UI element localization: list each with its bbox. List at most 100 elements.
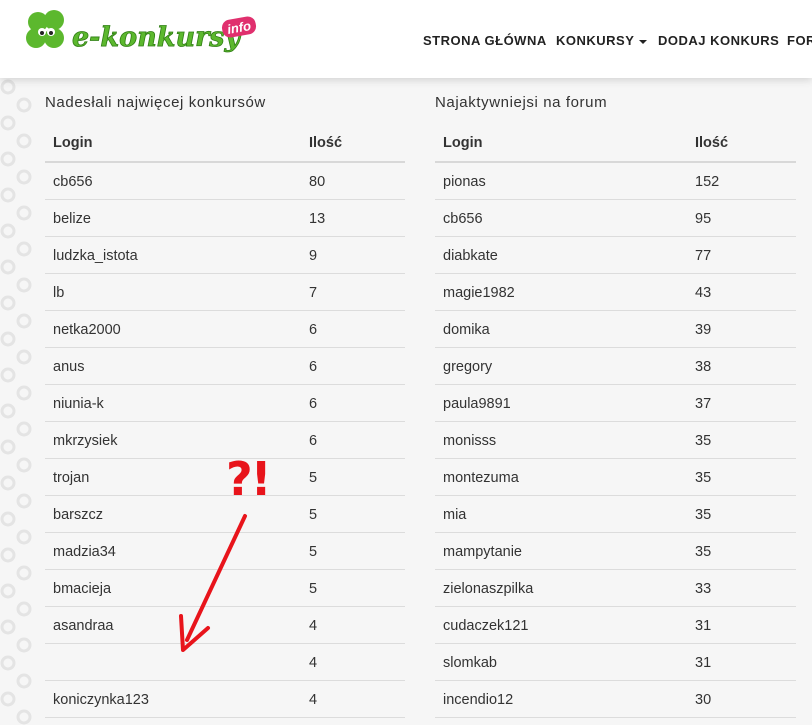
- nav-dropdown[interactable]: KONKURSY: [556, 33, 648, 48]
- nav-link[interactable]: FOR: [787, 33, 812, 48]
- count-cell: 5: [309, 507, 318, 523]
- row-border: [435, 347, 796, 348]
- login-cell: anus: [53, 359, 85, 375]
- row-border: [435, 310, 796, 311]
- count-cell: 6: [309, 396, 318, 412]
- row-border: [435, 458, 796, 459]
- row-border: [45, 606, 405, 607]
- column-header: Ilość: [695, 135, 729, 151]
- table-title: Najaktywniejsi na forum: [435, 94, 608, 111]
- login-cell: zielonaszpilka: [443, 581, 534, 597]
- count-cell: 6: [309, 322, 318, 338]
- count-cell: 6: [309, 433, 318, 449]
- count-cell: 38: [695, 359, 712, 375]
- row-border: [435, 236, 796, 237]
- login-cell: netka2000: [53, 322, 121, 338]
- login-cell: ludzka_istota: [53, 248, 138, 264]
- count-cell: 13: [309, 211, 326, 227]
- caret: [639, 39, 648, 44]
- row-border: [45, 236, 405, 237]
- table-title: Nadesłali najwięcej konkursów: [45, 94, 266, 111]
- count-cell: 31: [695, 618, 712, 634]
- count-cell: 5: [309, 470, 318, 486]
- row-border: [45, 532, 405, 533]
- login-cell: mia: [443, 507, 467, 523]
- row-border: [435, 532, 796, 533]
- row-border: [435, 643, 796, 644]
- count-cell: 80: [309, 174, 326, 190]
- nav-link[interactable]: DODAJ KONKURS: [658, 33, 780, 48]
- row-border: [45, 495, 405, 496]
- column-header: Ilość: [309, 135, 343, 151]
- count-cell: 4: [309, 655, 318, 671]
- login-cell: belize: [53, 211, 91, 227]
- count-cell: 77: [695, 248, 712, 264]
- row-border: [45, 680, 405, 681]
- login-cell: pionas: [443, 174, 486, 190]
- count-cell: 7: [309, 285, 318, 301]
- count-cell: 33: [695, 581, 712, 597]
- row-border: [435, 680, 796, 681]
- column-header: Login: [443, 135, 483, 151]
- login-cell: magie1982: [443, 285, 515, 301]
- count-cell: 5: [309, 544, 318, 560]
- login-cell: trojan: [53, 470, 90, 486]
- header-border: [435, 161, 796, 163]
- nav-link[interactable]: STRONA GŁÓWNA: [423, 33, 547, 48]
- count-cell: 39: [695, 322, 712, 338]
- row-border: [435, 606, 796, 607]
- login-cell: paula9891: [443, 396, 511, 412]
- login-cell: domika: [443, 322, 490, 338]
- login-cell: niunia-k: [53, 396, 104, 412]
- count-cell: 35: [695, 433, 712, 449]
- column-header: Login: [53, 135, 93, 151]
- row-border: [45, 421, 405, 422]
- header-border: [45, 161, 405, 163]
- row-border: [435, 495, 796, 496]
- login-cell: koniczynka123: [53, 692, 149, 708]
- login-cell: mkrzysiek: [53, 433, 118, 449]
- login-cell: barszcz: [53, 507, 103, 523]
- login-cell: incendio12: [443, 692, 514, 708]
- count-cell: 35: [695, 544, 712, 560]
- count-cell: 35: [695, 507, 712, 523]
- nav-link[interactable]: KONKURSY: [556, 33, 635, 48]
- count-cell: 95: [695, 211, 712, 227]
- row-border: [45, 310, 405, 311]
- login-cell: slomkab: [443, 655, 497, 671]
- login-cell: asandraa: [53, 618, 114, 634]
- login-cell: diabkate: [443, 248, 498, 264]
- count-cell: 4: [309, 618, 318, 634]
- row-border: [45, 384, 405, 385]
- row-border: [45, 273, 405, 274]
- row-border: [45, 347, 405, 348]
- header: e-konkursy info STRONA GŁÓWNA KONKURSY D…: [0, 0, 812, 78]
- count-cell: 31: [695, 655, 712, 671]
- login-cell: cb656: [53, 174, 93, 190]
- login-cell: cb656: [443, 211, 483, 227]
- count-cell: 30: [695, 692, 712, 708]
- count-cell: 37: [695, 396, 712, 412]
- row-border: [435, 199, 796, 200]
- logo[interactable]: e-konkursy info: [26, 8, 262, 58]
- row-border: [45, 569, 405, 570]
- annotation-text: ?!: [226, 452, 272, 506]
- login-cell: bmacieja: [53, 581, 112, 597]
- count-cell: 6: [309, 359, 318, 375]
- side-pattern: [0, 78, 32, 725]
- row-border: [45, 458, 405, 459]
- login-cell: mampytanie: [443, 544, 522, 560]
- row-border: [435, 569, 796, 570]
- row-border: [45, 717, 405, 718]
- logo-text: e-konkursy: [72, 22, 242, 53]
- login-cell: lb: [53, 285, 65, 301]
- annotation-arrow: [179, 514, 247, 652]
- count-cell: 43: [695, 285, 712, 301]
- login-cell: monisss: [443, 433, 497, 449]
- count-cell: 152: [695, 174, 720, 190]
- login-cell: madzia34: [53, 544, 116, 560]
- count-cell: 5: [309, 581, 318, 597]
- login-cell: cudaczek121: [443, 618, 529, 634]
